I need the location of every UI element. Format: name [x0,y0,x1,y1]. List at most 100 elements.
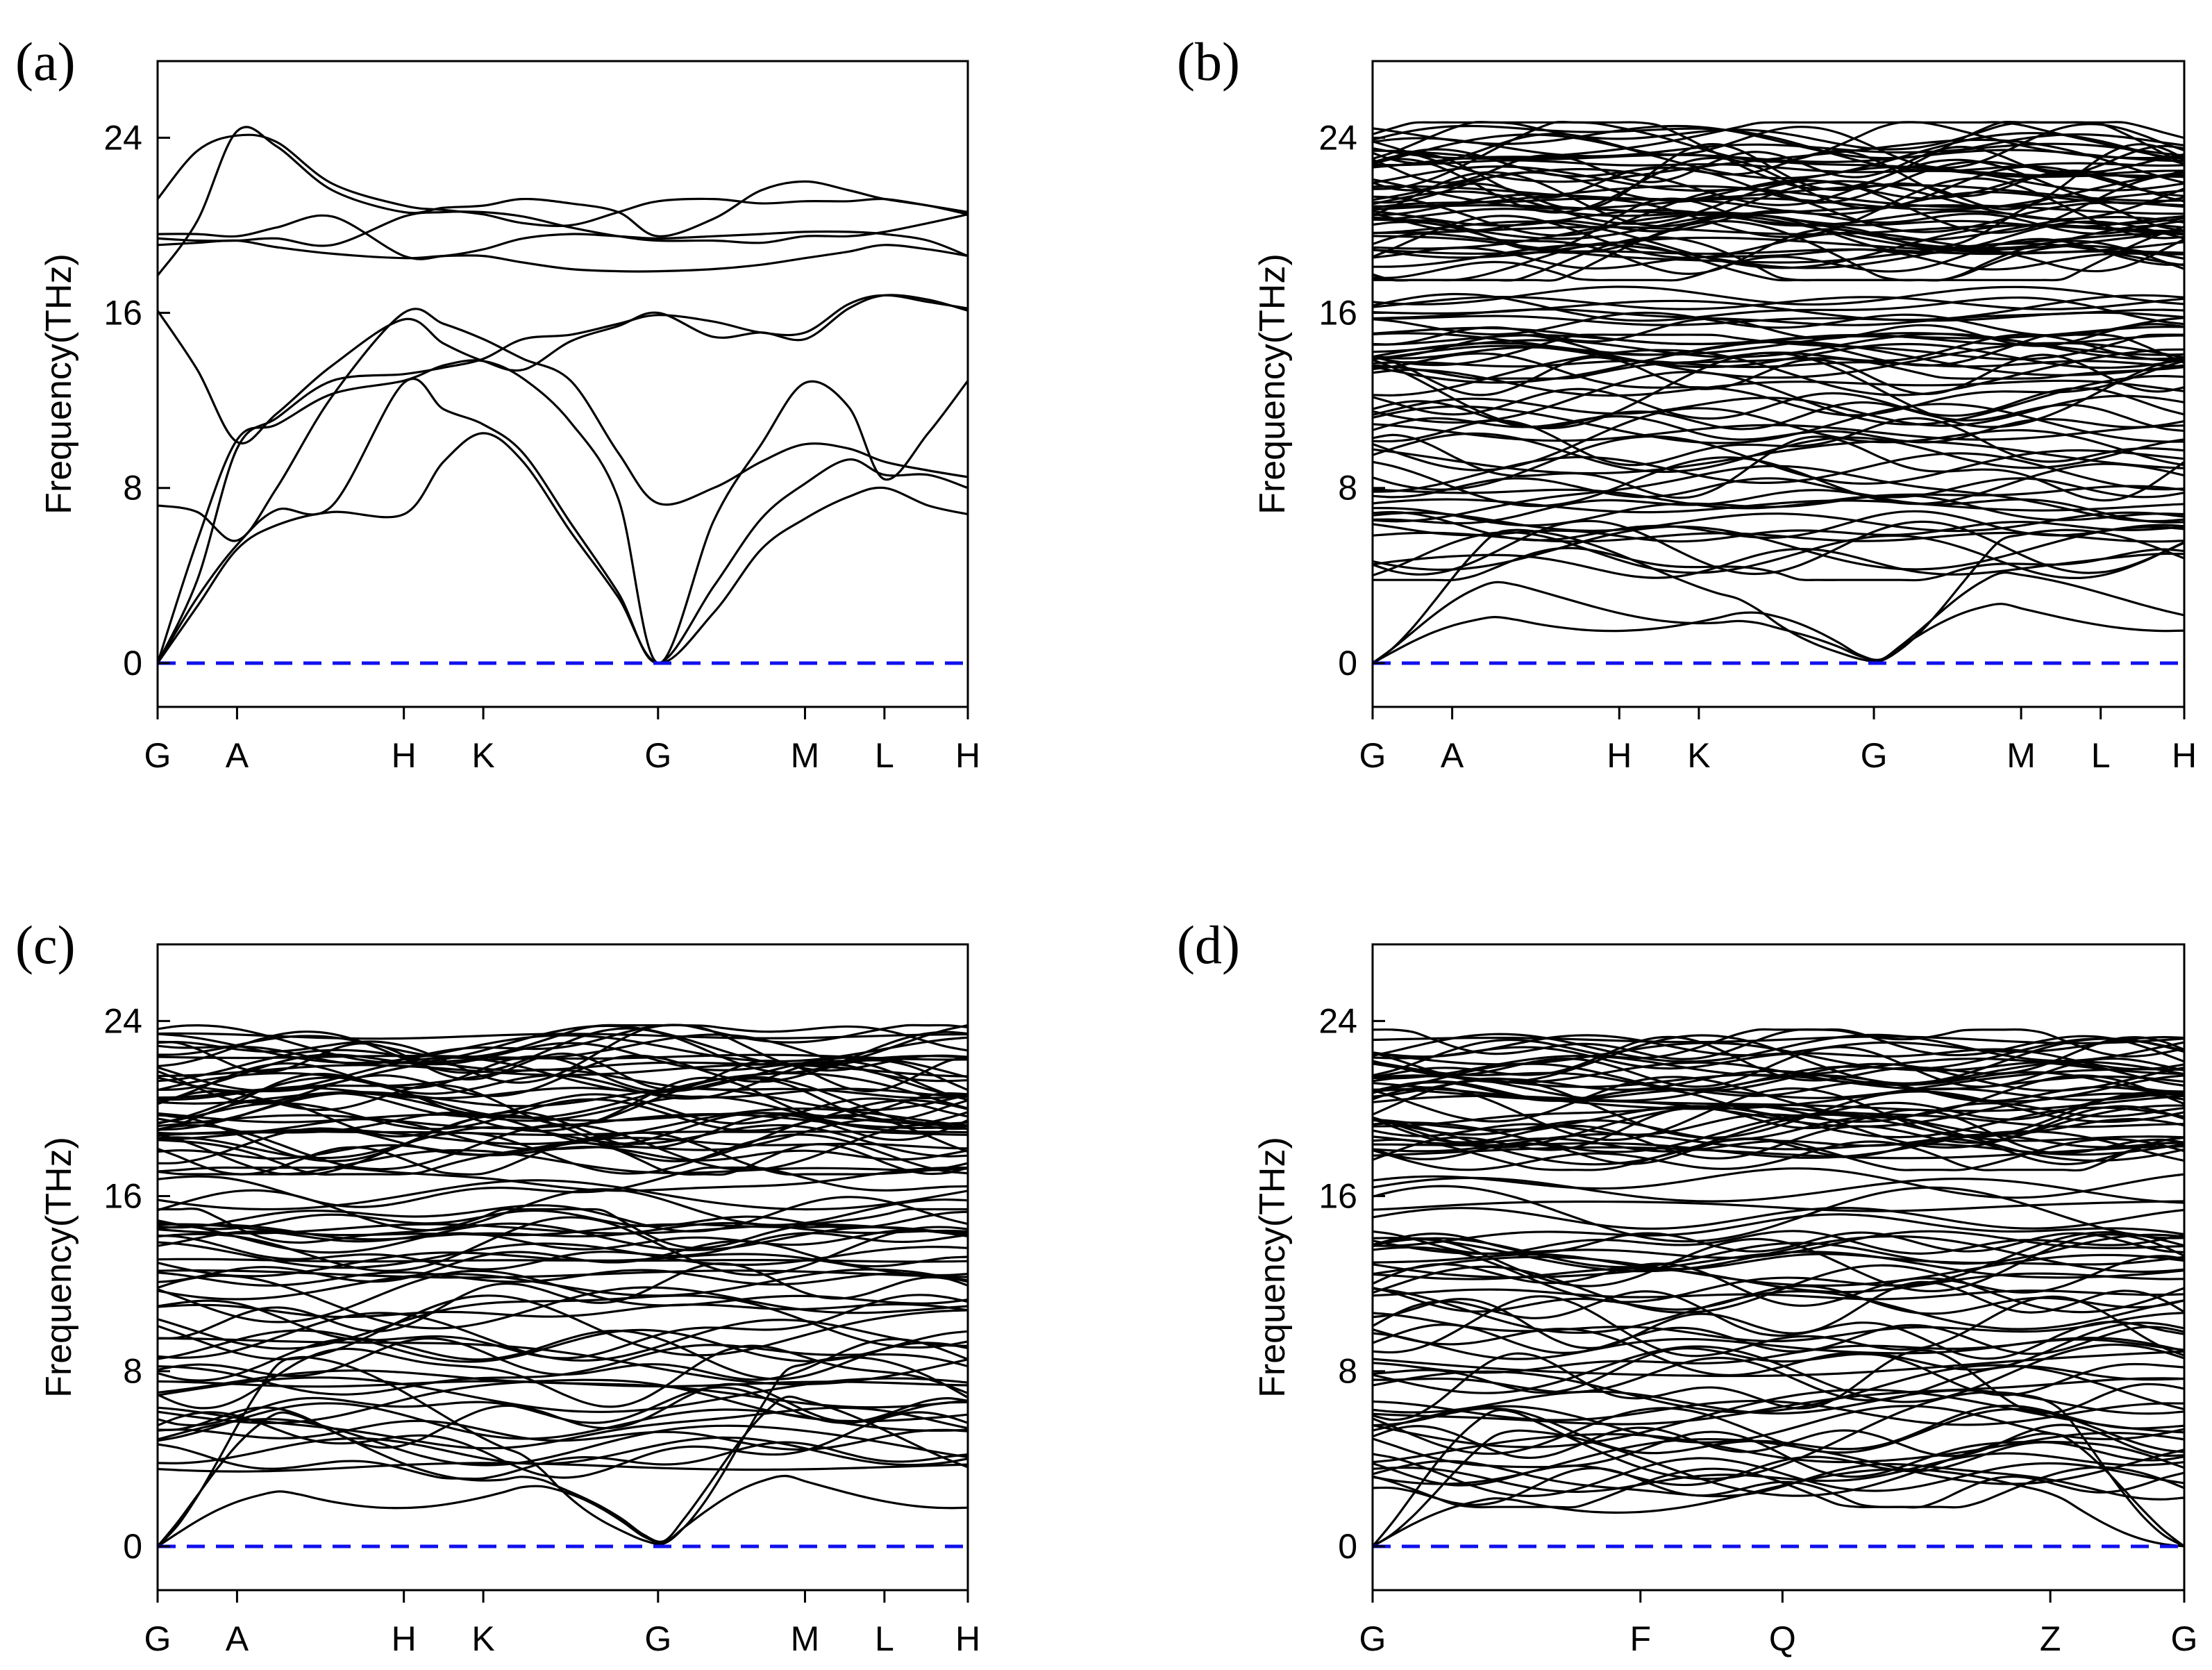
phonon-band-line [1373,525,2184,571]
phonon-band-line [1373,511,2184,533]
phonon-band-line [1373,1074,2184,1103]
plot-frame [156,60,969,708]
y-axis-label: Frequency(THz) [39,253,79,515]
x-tick-label: A [1441,736,1464,775]
phonon-band-line [1373,1431,2184,1464]
phonon-band-line [158,1131,968,1176]
phonon-band-line [1373,348,2184,396]
panel-label: (c) [15,915,76,975]
phonon-band-line [158,1221,968,1254]
phonon-band-line [158,359,968,665]
phonon-band-line [1373,156,2184,214]
phonon-band-line [1373,236,2184,259]
phonon-band-line [1373,1324,2184,1355]
phonon-band-line [1373,1034,2184,1058]
phonon-band-line [158,308,968,542]
panel-a: 0 8 16 24 G A H K G M L H Frequency(THz) (a) [15,31,980,775]
phonon-band-line [158,1329,968,1382]
phonon-band-line [158,294,968,664]
phonon-band-line [1373,432,2184,474]
phonon-band-line [1373,184,2184,202]
phonon-band-line [1373,1285,2184,1315]
panel-d: 0 8 16 24 G F Q Z G Frequency(THz) (d) [1177,915,2197,1658]
x-tick-label: Z [2040,1619,2061,1658]
phonon-band-line [1373,1349,2184,1421]
phonon-band-line [158,1441,968,1480]
phonon-band-line [1373,241,2184,282]
band-set [158,126,968,665]
phonon-band-line [1373,1356,2184,1402]
phonon-band-line [1373,435,2184,491]
phonon-band-line [158,1269,968,1287]
phonon-band-line [1373,1389,2184,1415]
phonon-band-line [158,1130,968,1136]
phonon-band-line [1373,1185,2184,1243]
phonon-band-line [1373,294,2184,322]
phonon-band-line [1373,121,2184,151]
phonon-band-line [1373,1377,2184,1426]
phonon-band-line [1373,138,2184,184]
phonon-band-line [1373,158,2184,206]
phonon-band-line [158,1312,968,1362]
y-tick-label: 16 [1318,1177,1357,1216]
phonon-band-line [1373,394,2184,427]
phonon-band-line [158,1274,968,1330]
x-tick-label: H [392,736,417,775]
x-tick-label: K [471,736,494,775]
phonon-band-line [1373,171,2184,211]
plot-frame [156,943,969,1592]
phonon-band-line [1373,407,2184,471]
phonon-band-line [1373,215,2184,259]
phonon-band-line [1373,489,2184,525]
y-tick-label: 24 [103,118,142,157]
y-tick-label: 16 [103,294,142,333]
phonon-band-line [1373,1231,2184,1303]
phonon-band-line [1373,498,2184,514]
y-tick-label: 16 [1318,294,1357,333]
phonon-band-line [1373,1105,2184,1139]
plot-frame [1371,943,2186,1592]
x-tick-label: M [791,736,820,775]
panel-c: 0 8 16 24 G A H K G M L H Frequency(THz) (c) [15,915,980,1658]
x-tick-label: G [644,1619,671,1658]
phonon-band-line [1373,1086,2184,1142]
phonon-band-line [158,1196,968,1233]
phonon-band-line [1373,159,2184,177]
phonon-band-line [1373,528,2184,665]
phonon-band-line [1373,1028,2184,1060]
phonon-band-line [1373,1452,2184,1493]
y-axis-label: Frequency(THz) [1252,1137,1293,1398]
panel-label: (b) [1177,31,1240,92]
y-tick-label: 8 [1338,469,1357,508]
phonon-band-line [1373,213,2184,251]
phonon-band-line [158,1232,968,1271]
phonon-band-line [158,1294,968,1361]
phonon-band-line [1373,1176,2184,1204]
phonon-band-line [158,1076,968,1127]
phonon-band-line [158,1207,968,1249]
phonon-band-line [1373,1253,2184,1287]
phonon-band-line [1373,477,2184,499]
phonon-band-line [1373,519,2184,576]
phonon-band-line [158,1406,968,1450]
panel-b: 0 8 16 24 G A H K G M L H Frequency(THz) (b) [1177,31,2197,775]
phonon-band-line [1373,1080,2184,1103]
x-tick-label: F [1629,1619,1651,1658]
phonon-band-line [1373,423,2184,442]
phonon-band-line [158,1337,968,1381]
phonon-band-line [158,1166,968,1208]
phonon-band-line [1373,1405,2184,1444]
y-axis-label: Frequency(THz) [39,1137,79,1398]
phonon-band-line [158,1033,968,1064]
phonon-band-line [1373,165,2184,192]
x-tick-label: H [955,1619,980,1658]
phonon-band-line [158,1474,968,1548]
phonon-band-line [158,126,968,276]
phonon-band-line [1373,342,2184,369]
phonon-band-line [158,1378,968,1424]
phonon-band-line [1373,1213,2184,1247]
phonon-band-line [1373,317,2184,347]
x-tick-label: G [144,1619,171,1658]
phonon-band-line [1373,1112,2184,1166]
phonon-band-line [1373,1167,2184,1199]
